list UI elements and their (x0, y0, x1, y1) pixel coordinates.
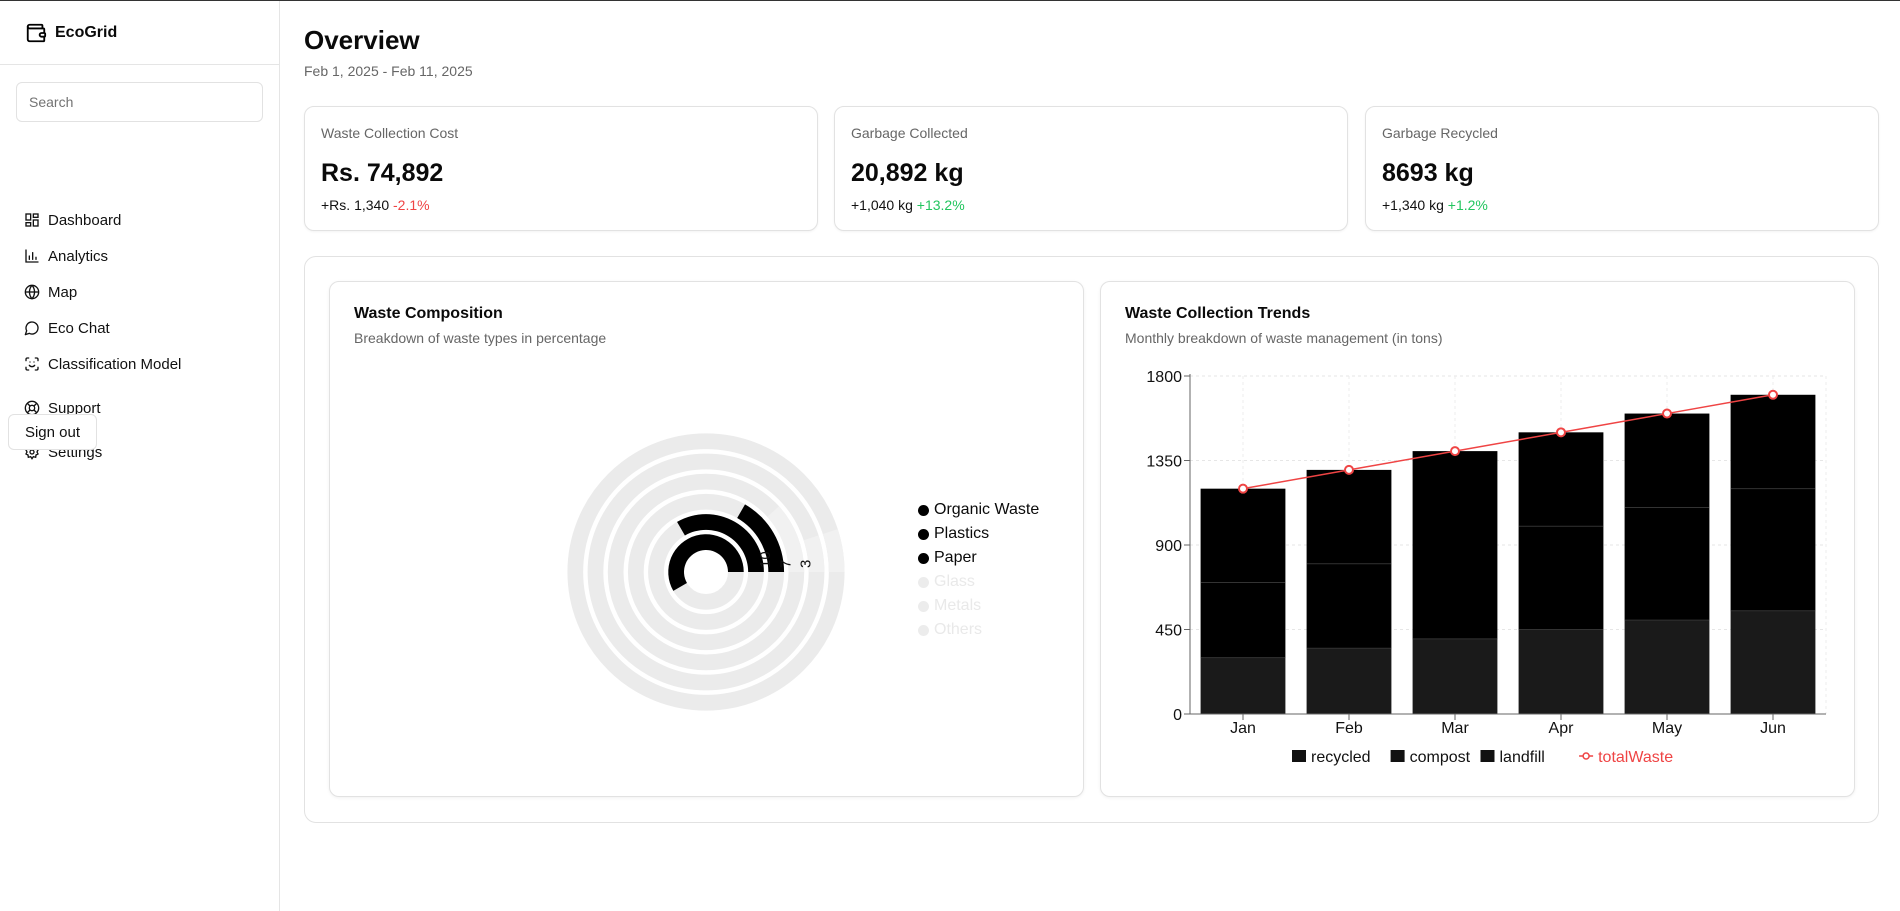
sign-out-button[interactable]: Sign out (8, 414, 97, 450)
sidebar-item-label: Analytics (48, 247, 109, 265)
sidebar-item-classification-model[interactable]: Classification Model (24, 352, 181, 376)
legend-dot (918, 624, 929, 636)
wallet-icon (25, 22, 47, 44)
brand[interactable]: EcoGrid (0, 1, 279, 65)
legend-dot (918, 600, 929, 612)
waste-trends-card: Waste Collection Trends Monthly breakdow… (1100, 281, 1855, 797)
stat-value: Rs. 74,892 (321, 159, 444, 187)
radial-bar-organic-waste (668, 534, 744, 591)
legend-label: Organic Waste (934, 501, 1040, 518)
legend-item-organic[interactable]: Organic Waste (918, 501, 1039, 519)
sidebar: EcoGrid Dashboard Analytics Map Eco Ch (0, 1, 280, 911)
stat-label: Waste Collection Cost (321, 125, 459, 141)
stat-label: Garbage Recycled (1382, 125, 1498, 141)
stat-delta-amount: +Rs. 1,340 (321, 197, 390, 213)
search-input[interactable] (16, 82, 263, 122)
sidebar-item-map[interactable]: Map (24, 280, 77, 304)
legend-label: Others (934, 621, 983, 638)
sidebar-item-label: Eco Chat (48, 319, 110, 337)
radial-center-dot (698, 564, 714, 580)
dashboard-icon (24, 212, 40, 228)
radial-bar-others (822, 529, 845, 572)
stat-card-cost: Waste Collection Cost Rs. 74,892 +Rs. 1,… (304, 106, 818, 231)
scan-face-icon (24, 356, 40, 372)
legend-dot (918, 504, 929, 516)
card-title: Waste Collection Trends (1125, 305, 1311, 322)
stat-delta-amount: +1,340 kg (1382, 197, 1444, 213)
card-title: Waste Composition (354, 305, 503, 322)
legend-dot (918, 552, 929, 564)
bar-chart-icon (24, 248, 40, 264)
stat-delta-amount: +1,040 kg (851, 197, 913, 213)
card-subtitle: Monthly breakdown of waste management (i… (1125, 330, 1443, 346)
legend-dot (918, 576, 929, 588)
ring-value-label: 10 (757, 551, 774, 568)
sidebar-item-dashboard[interactable]: Dashboard (24, 208, 121, 232)
sidebar-item-label: Support (48, 399, 101, 417)
legend-item-metals[interactable]: Metals (918, 597, 981, 615)
date-range: Feb 1, 2025 - Feb 11, 2025 (304, 63, 473, 79)
legend-label: Paper (934, 549, 977, 566)
sidebar-item-label: Classification Model (48, 355, 182, 373)
radial-bar-paper (737, 504, 785, 572)
legend-label: Plastics (934, 525, 990, 542)
chat-bubble-icon (24, 320, 40, 336)
legend-dot (918, 528, 929, 540)
radial-bar-glass (767, 506, 805, 572)
stat-value: 8693 kg (1382, 159, 1474, 187)
stat-delta: +Rs. 1,340 -2.1% (321, 197, 430, 213)
sidebar-item-analytics[interactable]: Analytics (24, 244, 108, 268)
stat-change-badge: -2.1% (393, 197, 430, 213)
stat-change-badge: +1.2% (1447, 197, 1488, 213)
stat-card-recycled: Garbage Recycled 8693 kg +1,340 kg +1.2% (1365, 106, 1879, 231)
legend-item-glass[interactable]: Glass (918, 573, 975, 591)
sidebar-item-eco-chat[interactable]: Eco Chat (24, 316, 110, 340)
legend-label: Metals (934, 597, 982, 614)
sidebar-item-label: Map (48, 283, 78, 301)
page-title: Overview (304, 25, 420, 55)
stat-value: 20,892 kg (851, 159, 964, 187)
radial-bar-metals (803, 535, 825, 572)
stat-change-badge: +13.2% (916, 197, 965, 213)
legend-label: Glass (934, 573, 975, 590)
stat-card-collected: Garbage Collected 20,892 kg +1,040 kg +1… (834, 106, 1348, 231)
stat-label: Garbage Collected (851, 125, 968, 141)
stat-delta: +1,340 kg +1.2% (1382, 197, 1488, 213)
legend-item-others[interactable]: Others (918, 621, 982, 639)
legend-item-plastics[interactable]: Plastics (918, 525, 989, 543)
globe-icon (24, 284, 40, 300)
stat-delta: +1,040 kg +13.2% (851, 197, 965, 213)
sidebar-item-label: Dashboard (48, 211, 122, 229)
brand-name: EcoGrid (55, 23, 118, 41)
legend-item-paper[interactable]: Paper (918, 549, 977, 567)
radial-bar-plastics (677, 514, 764, 572)
card-subtitle: Breakdown of waste types in percentage (354, 330, 607, 346)
ring-value-label: 7 (777, 560, 794, 568)
ring-value-label: 3 (798, 560, 815, 568)
